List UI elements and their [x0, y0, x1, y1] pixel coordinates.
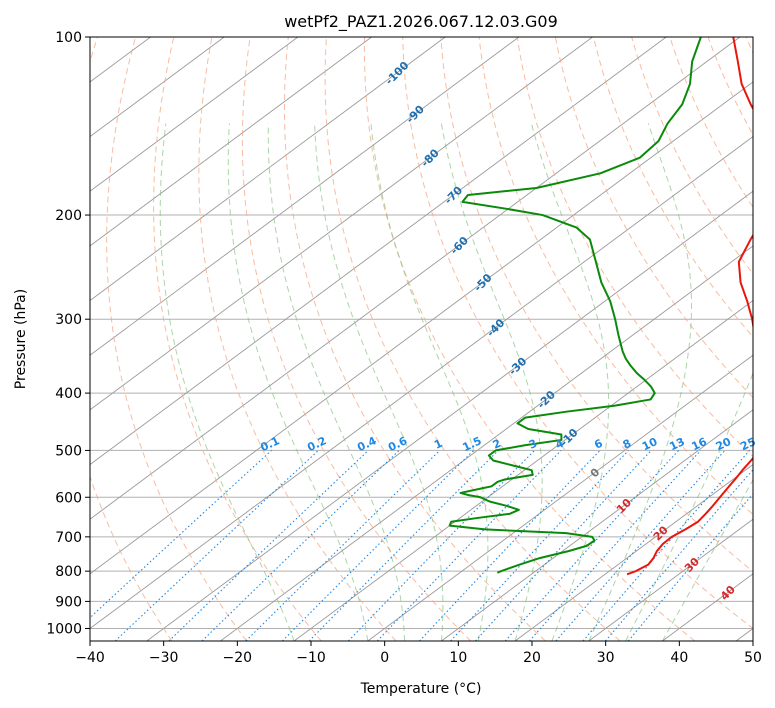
mixing-ratio-line [474, 450, 652, 641]
dry-adiabat-line [440, 37, 753, 573]
mixing-ratio-line [504, 450, 679, 641]
isotherm-line [90, 37, 299, 192]
y-tick-label: 1000 [46, 621, 82, 637]
isotherm-line [220, 245, 753, 641]
x-tick-label: 40 [670, 650, 688, 666]
y-tick-label: 600 [55, 490, 82, 506]
isotherm-line [367, 354, 753, 641]
mixing-ratio-label: 10 [640, 435, 660, 453]
moist-adiabat-line [440, 123, 543, 641]
y-tick-label: 900 [55, 594, 82, 610]
mixing-ratio-line [376, 450, 562, 641]
y-tick-label: 300 [55, 312, 82, 328]
moist-adiabat-line [588, 123, 693, 641]
x-tick-label: −30 [149, 650, 179, 666]
y-tick-label: 700 [55, 530, 82, 546]
moist-adiabat-line [625, 371, 753, 641]
mixing-ratio-line [555, 450, 726, 641]
x-axis: −40 −30 −20 −10 0 10 20 30 40 50 [75, 641, 762, 666]
y-tick-label: 100 [55, 30, 82, 46]
moist-adiabat-line [159, 123, 295, 641]
dry-adiabat-line [153, 37, 322, 641]
mixing-ratio-line [308, 450, 499, 641]
moist-adiabat-line [227, 123, 369, 641]
x-tick-label: −10 [296, 650, 326, 666]
isotherm-line [90, 37, 741, 520]
plot-frame [89, 36, 754, 642]
y-tick-label: 500 [55, 443, 82, 459]
mixing-ratio-line [281, 450, 474, 641]
isotherm-line [90, 81, 753, 575]
mixing-ratio-label: 13 [667, 435, 686, 453]
moist-adiabat-line [370, 123, 489, 641]
mixing-ratio-line [450, 450, 629, 641]
dry-adiabat-line [106, 37, 248, 641]
x-tick-label: 50 [744, 650, 762, 666]
x-tick-label: 30 [597, 650, 615, 666]
moist-adiabat-line [530, 123, 610, 641]
mixing-ratio-line [90, 450, 272, 619]
isotherm-line [514, 463, 753, 641]
x-tick-label: 0 [380, 650, 389, 666]
mixing-ratio-line [419, 450, 601, 641]
mixing-ratio-line [245, 450, 441, 641]
dry-adiabat-line [554, 37, 753, 399]
isotherm-line [90, 37, 372, 247]
dry-adiabat-line [283, 37, 546, 641]
isotherm-line [90, 37, 446, 302]
dewpoint-profile-line [448, 37, 702, 574]
mixing-ratio-label: 20 [714, 435, 734, 453]
dry-adiabat-line [241, 37, 472, 641]
x-tick-label: 10 [449, 650, 467, 666]
dry-adiabat-line [363, 37, 696, 641]
moist-adiabat-line [662, 478, 753, 641]
y-tick-label: 800 [55, 564, 82, 580]
chart-title: wetPf2_PAZ1.2026.067.12.03.G09 [284, 12, 558, 32]
y-tick-label: 200 [55, 208, 82, 224]
x-tick-label: −40 [75, 650, 105, 666]
isotherm-line [90, 37, 520, 356]
isotherm-line [146, 190, 753, 641]
x-axis-title: Temperature (°C) [360, 681, 482, 697]
isotherm-line [90, 37, 667, 466]
dry-adiabat-line [198, 37, 397, 641]
mixing-ratio-line [528, 450, 702, 641]
y-axis-title: Pressure (hPa) [13, 289, 29, 389]
moist-adiabat-line [314, 123, 444, 641]
isotherm-line [441, 409, 753, 641]
dry-adiabat-line [90, 37, 173, 641]
y-axis: 100 200 300 400 500 600 700 800 900 1000 [46, 30, 90, 637]
mixing-ratio-line [168, 450, 369, 641]
data-lines [448, 37, 753, 576]
moist-adiabat-line [267, 123, 406, 641]
x-tick-label: 20 [523, 650, 541, 666]
isotherm-line [90, 136, 753, 630]
mixing-ratio-label: 16 [690, 435, 710, 453]
isotherm-line [293, 299, 753, 641]
dry-adiabat-line [402, 37, 753, 630]
isotherm-line [90, 37, 593, 411]
dry-adiabat-line [516, 37, 753, 458]
background-lines [90, 37, 753, 641]
y-tick-label: 400 [55, 386, 82, 402]
x-tick-label: −20 [223, 650, 253, 666]
mixing-ratio-line [348, 450, 535, 641]
dry-adiabat-line [324, 37, 621, 641]
temperature-profile-line [626, 37, 753, 576]
dry-adiabat-line [478, 37, 753, 516]
isotherm-line [588, 518, 753, 641]
